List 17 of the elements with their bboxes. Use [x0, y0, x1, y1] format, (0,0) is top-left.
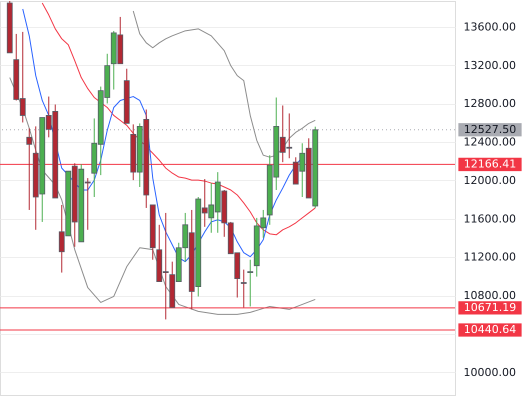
y-tick-label: 11600.00 [464, 212, 516, 226]
line-series [132, 10, 316, 158]
y-tick-label: 13600.00 [464, 20, 516, 34]
y-tick-label: 12000.00 [464, 174, 516, 187]
ref-line-label: 12527.50 [464, 122, 516, 136]
y-tick-label: 10000.00 [464, 366, 516, 379]
candlestick [240, 269, 247, 308]
y-tick-label: 10800.00 [464, 289, 516, 302]
ref-line-label: 12166.41 [464, 157, 516, 170]
candlestick [26, 128, 32, 210]
y-tick-label: 13200.00 [464, 58, 516, 72]
y-tick-label: 12400.00 [464, 136, 516, 149]
ref-line-label: 10440.64 [464, 322, 516, 336]
ref-line-label: 10671.19 [464, 300, 516, 314]
y-tick-label: 11200.00 [464, 250, 516, 264]
y-tick-label: 12800.00 [464, 97, 516, 110]
candlestick [247, 259, 254, 307]
